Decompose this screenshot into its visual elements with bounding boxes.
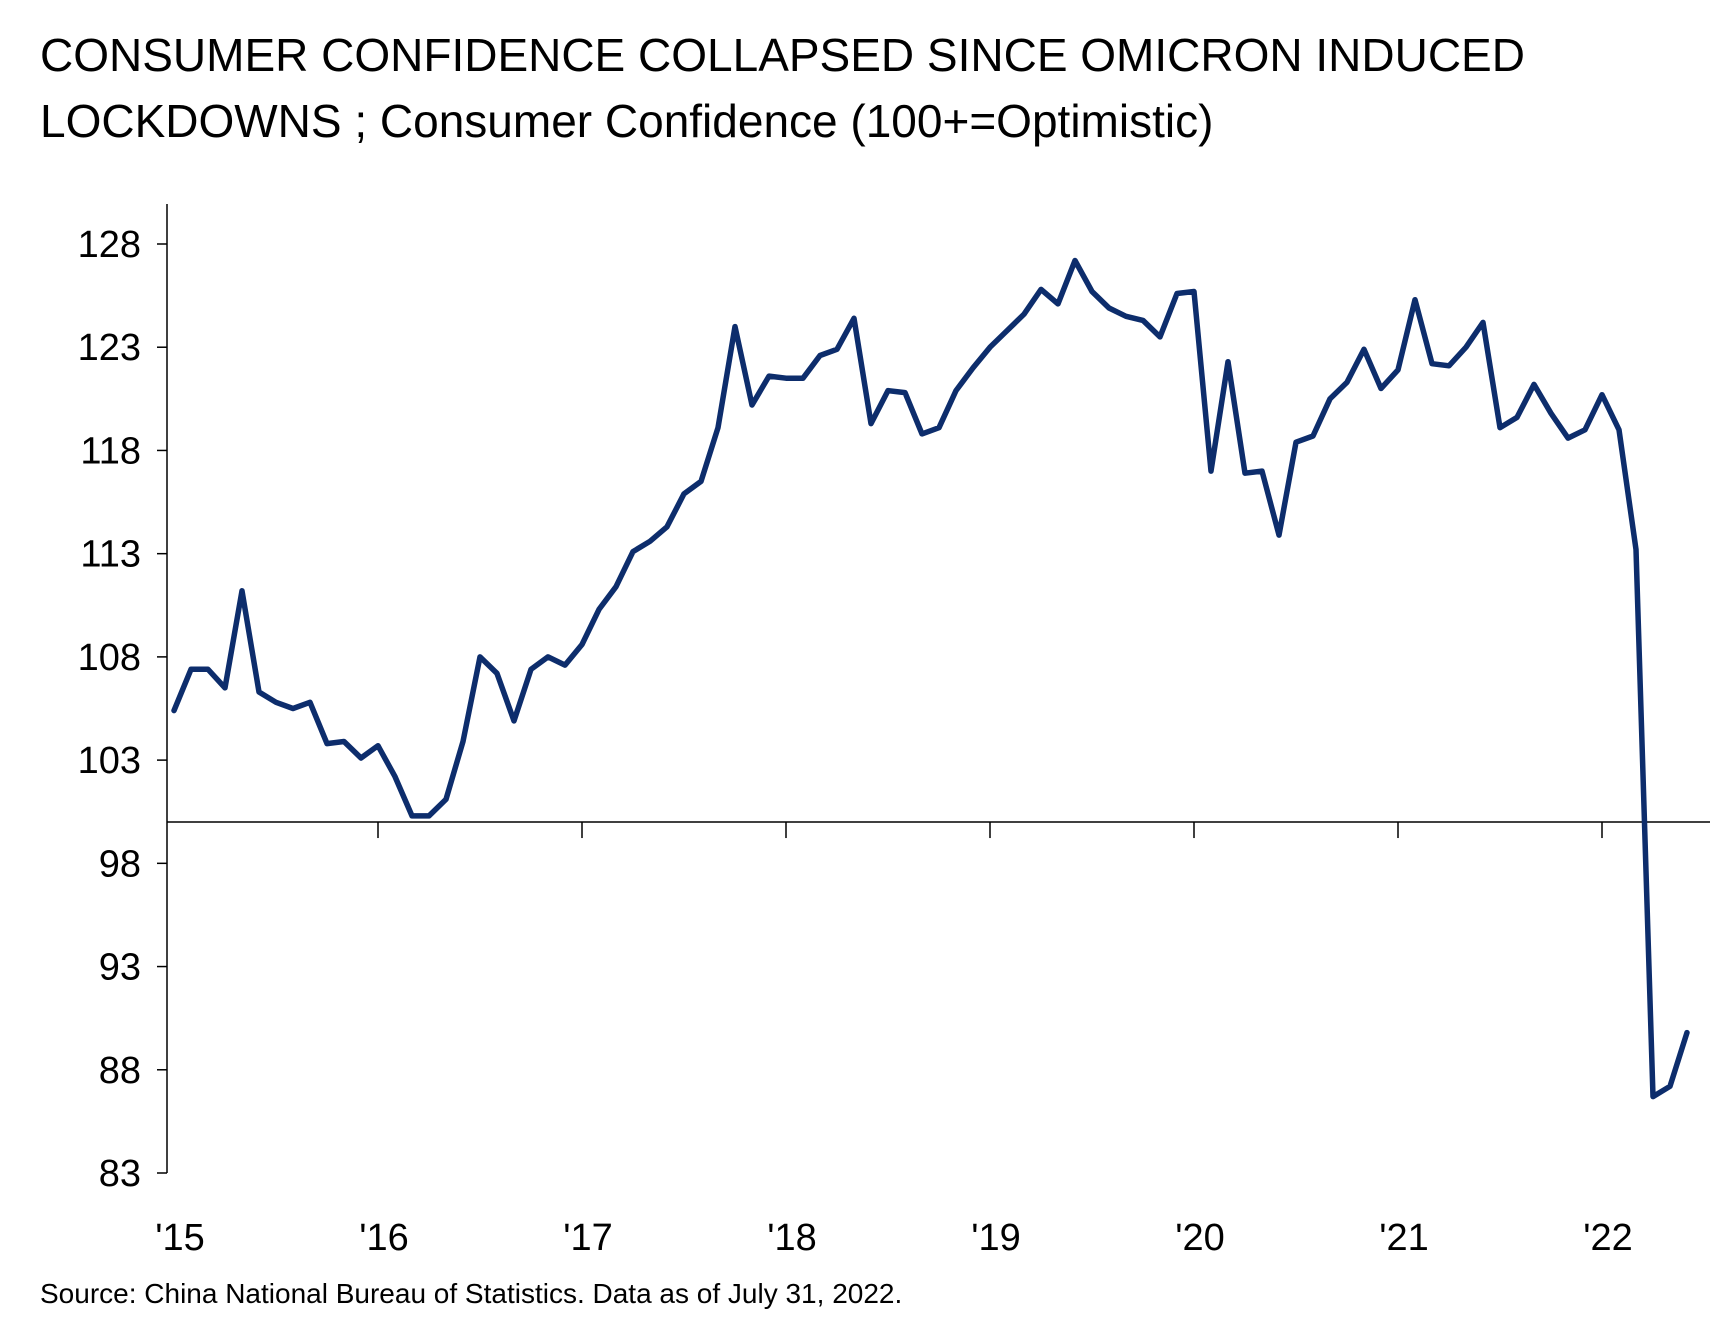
x-tick-label: '18	[767, 1217, 817, 1259]
y-tick-label: 108	[78, 637, 141, 679]
x-tick-label: '21	[1379, 1217, 1429, 1259]
y-tick-label: 113	[80, 534, 141, 576]
y-tick-label: 118	[80, 430, 141, 472]
series-layer	[171, 257, 1690, 1100]
x-tick-label: '16	[359, 1217, 409, 1259]
y-tick-label: 88	[99, 1050, 141, 1092]
x-tick-label: '19	[971, 1217, 1021, 1259]
y-tick-label: 123	[78, 327, 141, 369]
y-tick-label: 93	[99, 947, 141, 989]
x-tick-label: '15	[155, 1217, 205, 1259]
x-tick-label: '20	[1175, 1217, 1225, 1259]
y-tick-label: 103	[78, 740, 141, 782]
y-tick-label: 128	[78, 224, 141, 266]
chart-title: CONSUMER CONFIDENCE COLLAPSED SINCE OMIC…	[40, 29, 1525, 147]
axes: 128 123 118 113 108 103 98 93 88 83 '15 '16 '17 '18 '1…	[78, 204, 1710, 1259]
y-tick-label: 83	[99, 1153, 141, 1195]
series-line	[171, 257, 1690, 1100]
y-tick-label: 98	[99, 843, 141, 885]
x-tick-label: '17	[563, 1217, 613, 1259]
source-note: Source: China National Bureau of Statist…	[40, 1278, 903, 1309]
x-tick-label: '22	[1583, 1217, 1633, 1259]
